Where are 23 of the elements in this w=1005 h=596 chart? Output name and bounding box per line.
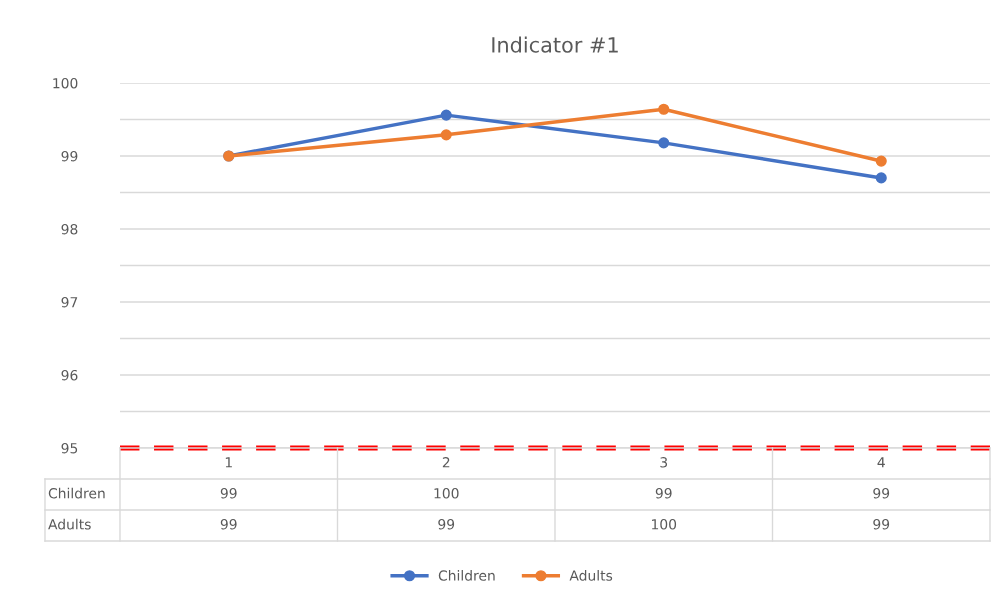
y-tick-label: 98 xyxy=(61,223,78,235)
data-label: 100 xyxy=(652,519,677,530)
data-label: 99 xyxy=(655,488,672,499)
y-tick-label: 99 xyxy=(61,150,78,162)
text: Adults xyxy=(48,518,91,530)
chart-title: Indicator #1 xyxy=(492,36,618,53)
x-tick-label: 1 xyxy=(225,457,232,468)
data-label: 99 xyxy=(220,488,237,499)
text: Children xyxy=(48,487,105,499)
data-label: 99 xyxy=(873,488,890,499)
legend-label: Adults xyxy=(569,570,613,581)
y-tick-label: 96 xyxy=(61,369,78,381)
y-tick-label: 95 xyxy=(61,442,78,454)
x-tick-label: 2 xyxy=(442,457,450,468)
data-label: 99 xyxy=(220,519,237,530)
data-label: 99 xyxy=(438,519,455,530)
y-tick-label: 100 xyxy=(53,77,78,89)
data-label: 99 xyxy=(873,519,890,530)
legend-label: Children xyxy=(438,570,495,581)
x-tick-label: 3 xyxy=(660,457,668,468)
data-label: 100 xyxy=(434,488,459,499)
y-tick-label: 97 xyxy=(61,296,78,308)
x-tick-label: 4 xyxy=(877,457,885,468)
